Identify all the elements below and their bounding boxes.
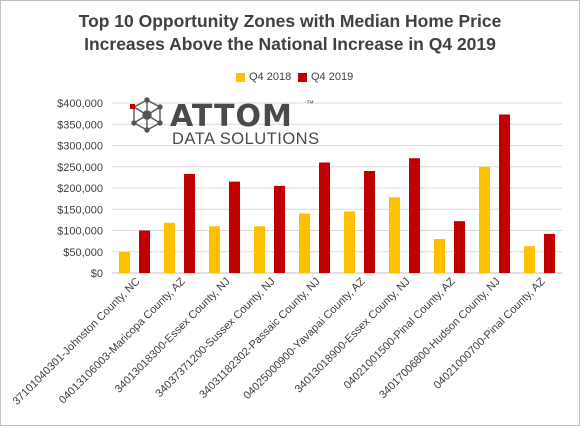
bar-q4-2018 (254, 226, 265, 273)
bar-q4-2018 (524, 246, 535, 273)
bar-q4-2019 (274, 185, 285, 273)
logo-mark-icon (130, 97, 163, 133)
bar-q4-2018 (119, 251, 130, 273)
bar-q4-2019 (499, 114, 510, 273)
bar-q4-2019 (364, 171, 375, 273)
legend-swatch-q4-2018 (236, 72, 245, 82)
y-tick-label: $350,000 (57, 119, 103, 131)
chart-title-line-1: Top 10 Opportunity Zones with Median Hom… (78, 11, 502, 31)
y-tick-label: $400,000 (57, 98, 103, 110)
bar-q4-2019 (409, 158, 420, 273)
bar-q4-2018 (479, 166, 490, 273)
bar-q4-2019 (544, 233, 555, 273)
legend-item-q4-2018: Q4 2018 (236, 71, 291, 83)
chart-title: Top 10 Opportunity Zones with Median Hom… (0, 10, 580, 56)
logo-subtitle: DATA SOLUTIONS (172, 130, 320, 148)
bar-q4-2019 (229, 181, 240, 273)
y-tick-label: $300,000 (57, 141, 103, 153)
bar-q4-2019 (454, 221, 465, 273)
bar-q4-2019 (139, 230, 150, 273)
bar-q4-2019 (319, 162, 330, 273)
x-axis-labels: 37101040301-Johnston County, NC040131060… (11, 275, 548, 407)
chart-legend: Q4 2018 Q4 2019 (0, 71, 580, 85)
y-axis-ticks: $0 $50,000 $100,000 $150,000 $200,000 $250,00… (57, 98, 103, 280)
bar-q4-2018 (209, 226, 220, 273)
chart-title-line-2: Increases Above the National Increase in… (84, 34, 496, 54)
bar-q4-2019 (184, 173, 195, 273)
y-tick-label: $250,000 (57, 162, 103, 174)
bars (119, 114, 555, 273)
bar-q4-2018 (164, 222, 175, 273)
y-tick-label: $100,000 (57, 226, 103, 238)
logo-wordmark: ATTOM (170, 99, 293, 134)
legend-item-q4-2019: Q4 2019 (298, 71, 353, 83)
bar-q4-2018 (434, 239, 445, 273)
y-tick-label: $50,000 (63, 247, 103, 259)
legend-swatch-q4-2019 (298, 72, 307, 82)
legend-label-q4-2019: Q4 2019 (311, 71, 354, 83)
bar-q4-2018 (299, 213, 310, 273)
bar-q4-2018 (344, 211, 355, 273)
y-tick-label: $0 (91, 268, 103, 280)
y-tick-label: $200,000 (57, 183, 103, 195)
attom-logo: ATTOM ™ DATA SOLUTIONS (130, 97, 320, 148)
y-tick-label: $150,000 (57, 204, 103, 216)
legend-label-q4-2018: Q4 2018 (249, 71, 292, 83)
bar-q4-2018 (389, 197, 400, 273)
logo-trademark: ™ (306, 99, 314, 108)
